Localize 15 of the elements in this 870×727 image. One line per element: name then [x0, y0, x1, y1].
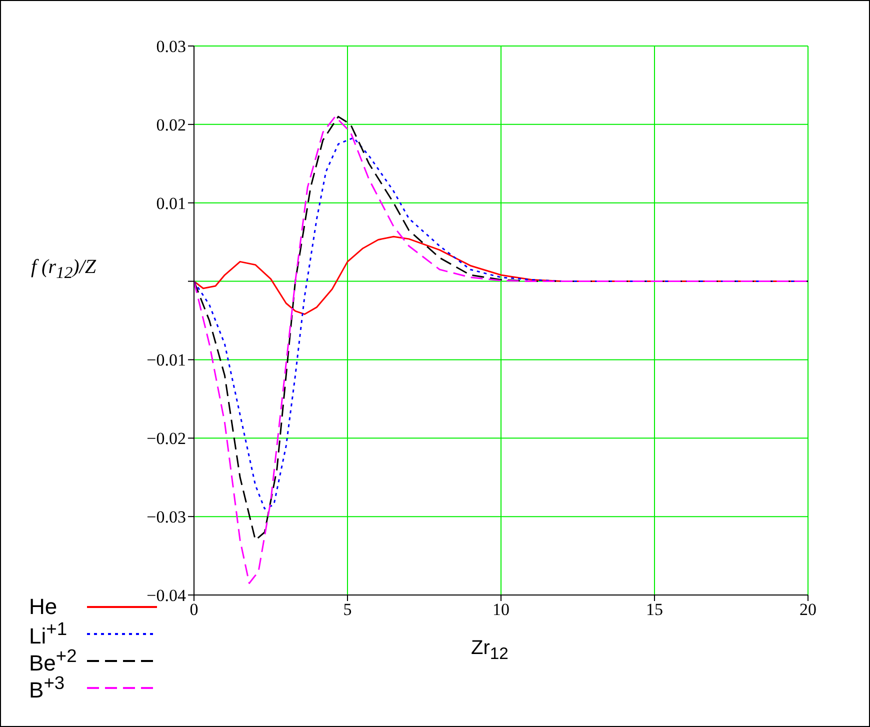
x-axis-title: Zr$_{12}$	[471, 637, 508, 664]
x-tick-label: 5	[343, 600, 352, 620]
y-tick-label: 0.02	[156, 115, 186, 134]
y-tick-label: 0.03	[156, 37, 186, 56]
x-tick-label: 0	[190, 600, 198, 620]
y-tick-label: −0.01	[146, 350, 186, 370]
y-tick-label: 0.01	[156, 194, 186, 213]
y-tick-label: −0.03	[146, 508, 186, 527]
y-tick-label: −0.04	[146, 586, 186, 606]
x-tick-label: 10	[492, 600, 510, 620]
legend-label: He	[29, 594, 58, 620]
x-tick-label: 20	[800, 600, 816, 620]
y-tick-label: −0.02	[146, 429, 186, 448]
x-tick-label: 15	[646, 600, 663, 620]
y-axis-title: f (r$_{12}$)/Z	[31, 256, 96, 283]
